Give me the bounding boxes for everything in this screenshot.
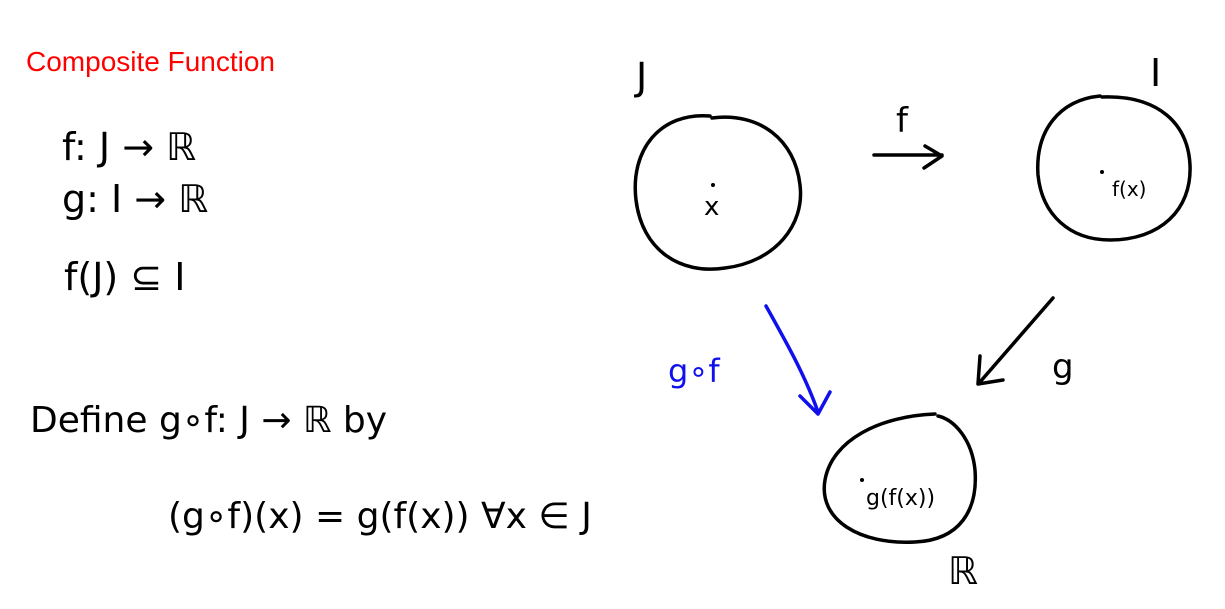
point-gfx-dot [860, 478, 864, 482]
set-j-circle [633, 114, 803, 271]
arrow-g [976, 296, 1055, 386]
arrow-gof [764, 304, 832, 416]
page-title: Composite Function [26, 46, 276, 77]
arrow-gof-label: g∘f [668, 352, 720, 390]
set-i-circle [1036, 94, 1192, 242]
set-j-label: J [634, 55, 647, 99]
point-fx-label: f(x) [1112, 177, 1146, 201]
set-r-label: ℝ [948, 549, 978, 593]
definition-g: g: I → ℝ [62, 177, 208, 221]
set-r-circle [822, 412, 978, 544]
point-x-label: x [704, 192, 719, 222]
definition-image-subset: f(J) ⊆ I [64, 255, 185, 299]
define-composite: Define g∘f: J → ℝ by [30, 400, 387, 441]
composite-formula: (g∘f)(x) = g(f(x)) ∀x ∈ J [168, 496, 592, 537]
point-x-dot [711, 183, 715, 187]
arrow-f-label: f [896, 101, 909, 141]
point-fx-dot [1100, 170, 1104, 174]
definition-f: f: J → ℝ [62, 125, 196, 169]
set-i-label: I [1150, 51, 1161, 95]
arrow-f [872, 144, 944, 170]
arrow-g-label: g [1052, 347, 1074, 387]
point-gfx-label: g(f(x)) [866, 486, 935, 511]
